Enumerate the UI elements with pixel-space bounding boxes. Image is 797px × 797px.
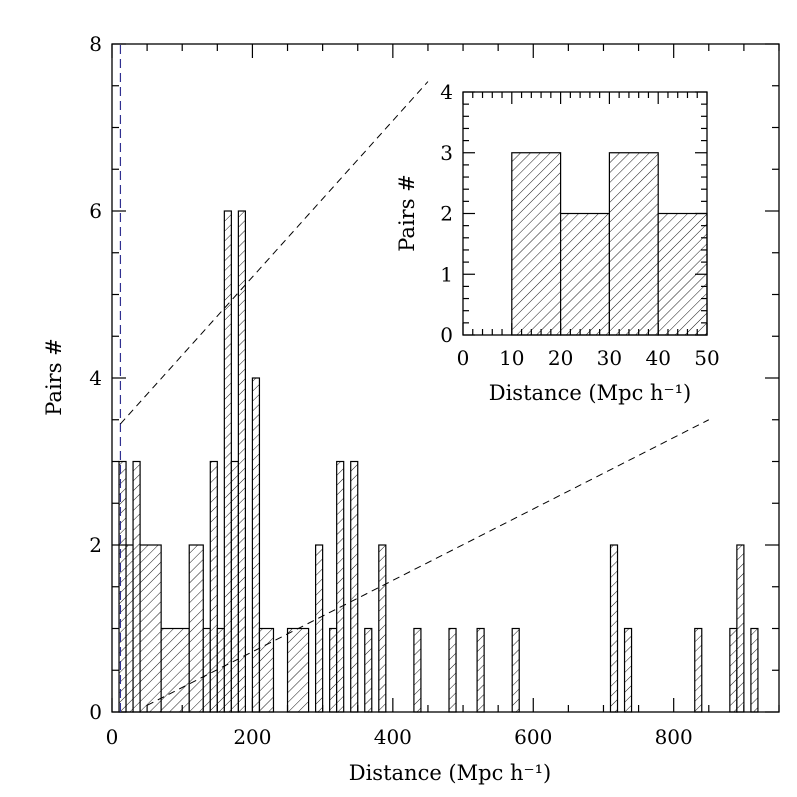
main-bar [336, 460, 345, 713]
main-bar [476, 627, 485, 713]
main-bar [223, 210, 232, 713]
main-bar [511, 627, 520, 713]
main-bar [251, 377, 261, 713]
main-bar [364, 627, 373, 713]
inset-bar [608, 152, 659, 336]
main-bar [750, 627, 759, 713]
main-bar [125, 544, 134, 713]
inset-bar [511, 152, 562, 336]
main-bar [736, 544, 745, 713]
main-x-tick-label: 600 [514, 725, 552, 749]
main-bar [315, 544, 324, 713]
main-bar [202, 627, 211, 713]
inset-y-tick-label: 0 [440, 323, 453, 347]
main-x-tick-label: 200 [233, 725, 271, 749]
main-bar [329, 627, 338, 713]
main-bar [413, 627, 422, 713]
inset-histogram: 0 10 20 30 40 50 0 1 2 3 4 [440, 80, 719, 370]
main-bar [216, 627, 225, 713]
main-bar [378, 544, 387, 713]
main-bar [286, 627, 310, 713]
main-y-tick-label: 8 [89, 32, 102, 56]
main-y-tick-label: 0 [89, 700, 102, 724]
inset-y-tick-label: 4 [440, 80, 453, 104]
inset-x-tick-label: 50 [694, 346, 719, 370]
main-bar [139, 544, 162, 713]
main-bar [694, 627, 703, 713]
inset-y-tick-label: 3 [440, 141, 453, 165]
main-x-tick-label: 800 [655, 725, 693, 749]
inset-x-tick-label: 40 [645, 346, 670, 370]
main-y-tick-label: 4 [89, 366, 102, 390]
main-bar [230, 460, 239, 713]
inset-y-tick-label: 2 [440, 202, 453, 226]
inset-y-tick-label: 1 [440, 262, 453, 286]
main-bar [350, 460, 359, 713]
inset-bar [559, 212, 610, 336]
main-bar [609, 544, 619, 713]
main-x-axis-label: Distance (Mpc h⁻¹) [349, 761, 551, 785]
main-bar [209, 460, 218, 713]
main-bar [448, 627, 457, 713]
main-bar [729, 627, 738, 713]
zoom-guide-line [120, 81, 429, 425]
zoom-guide-line [146, 419, 710, 706]
main-y-axis-label: Pairs # [42, 338, 66, 416]
main-bar [258, 627, 275, 713]
inset-y-axis-label: Pairs # [395, 174, 419, 252]
main-x-tick-label: 400 [374, 725, 412, 749]
inset-x-tick-label: 30 [597, 346, 622, 370]
main-bar [188, 544, 204, 713]
main-bar [623, 627, 633, 713]
main-x-tick-label: 0 [106, 725, 119, 749]
inset-x-axis-label: Distance (Mpc h⁻¹) [489, 381, 691, 405]
main-y-tick-label: 6 [89, 199, 102, 223]
main-bar [132, 460, 141, 713]
main-y-tick-label: 2 [89, 533, 102, 557]
main-bar [160, 627, 190, 713]
inset-x-tick-label: 20 [548, 346, 573, 370]
inset-x-tick-label: 10 [499, 346, 524, 370]
inset-x-tick-label: 0 [457, 346, 470, 370]
